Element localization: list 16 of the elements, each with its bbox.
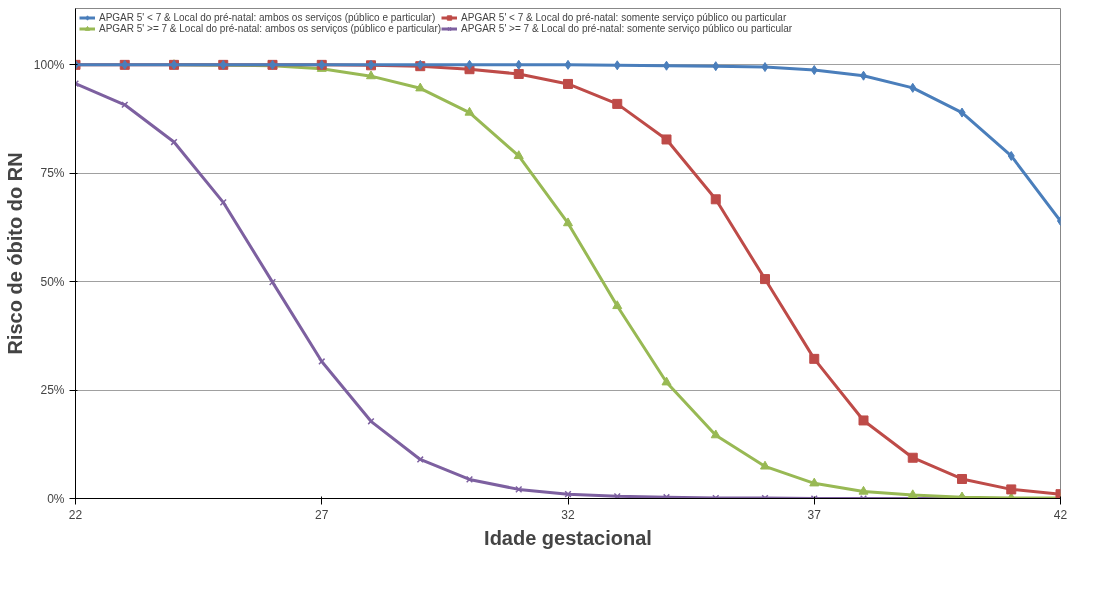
legend-label: APGAR 5' < 7 & Local do pré-natal: somente serviço público ou particular [461,12,787,23]
x-tick-label: 32 [561,507,575,522]
legend-label: APGAR 5' < 7 & Local do pré-natal: ambos os serviços (público e particular) [99,12,436,23]
x-tick-label: 37 [807,507,822,522]
y-tick-label: 100% [33,57,65,72]
x-axis-title: Idade gestacional [484,526,652,549]
legend-label: APGAR 5' >= 7 & Local do pré-natal: somente serviço público ou particular [461,23,793,34]
x-tick-label: 27 [315,507,329,522]
y-tick-label: 25% [40,383,65,398]
y-tick-label: 75% [40,166,65,181]
legend-label: APGAR 5' >= 7 & Local do pré-natal: ambos os serviços (público e particular) [99,23,442,34]
x-tick-label: 22 [68,507,83,522]
y-axis-title: Risco de óbito do RN [3,152,26,355]
y-tick-label: 50% [40,274,65,289]
x-tick-label: 42 [1053,507,1068,522]
y-tick-label: 0% [47,491,65,506]
